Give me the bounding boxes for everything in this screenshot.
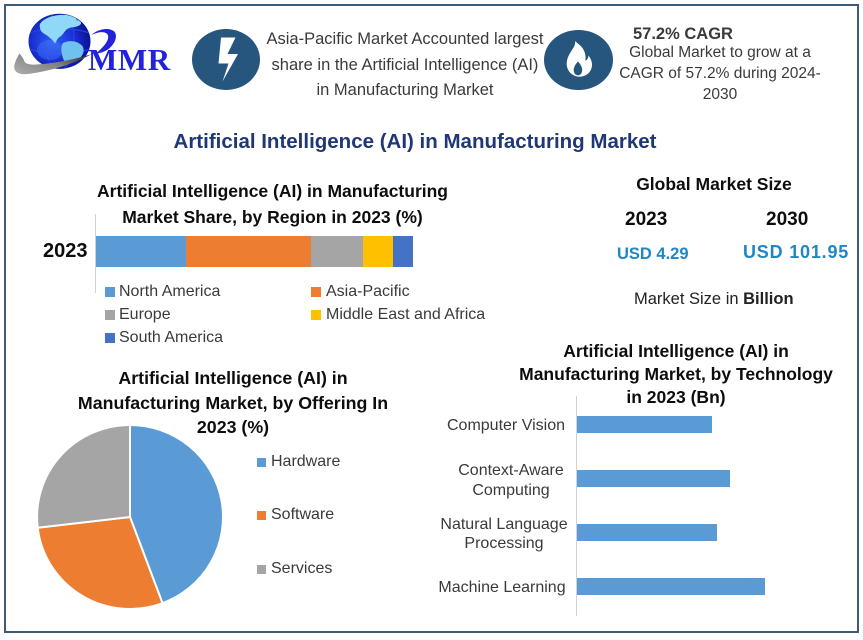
svg-text:MMR: MMR: [88, 42, 171, 77]
